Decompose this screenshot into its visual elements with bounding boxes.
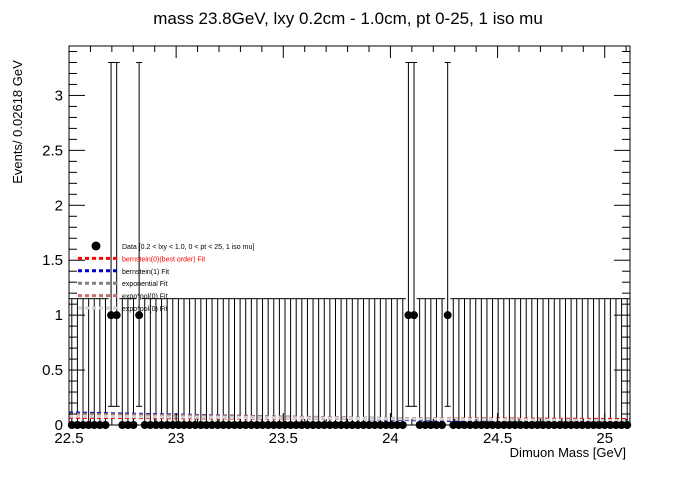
y-tick-label: 2	[55, 197, 63, 214]
x-axis-label: Dimuon Mass [GeV]	[510, 445, 626, 460]
legend-marker	[91, 241, 101, 251]
legend-label: bernstein(1) Fit	[122, 269, 169, 276]
y-tick-label: 0	[55, 417, 63, 434]
x-tick-label: 23	[168, 430, 185, 447]
legend: Data [0.2 < lxy < 1.0, 0 < pt < 25, 1 is…	[78, 241, 254, 313]
x-tick-label: 24.5	[483, 430, 512, 447]
data-point	[112, 311, 121, 320]
y-axis-label: Events/ 0.02618 GeV	[10, 60, 25, 184]
legend-label: bernstein(0)(best order) Fit	[122, 256, 205, 263]
data-point	[410, 311, 419, 320]
chart-title: mass 23.8GeV, lxy 0.2cm - 1.0cm, pt 0-25…	[153, 9, 543, 28]
legend-label: expo*pol(0) Fit	[122, 306, 168, 313]
x-tick-label: 23.5	[269, 430, 298, 447]
plot-frame	[68, 45, 631, 426]
fit-curve	[68, 414, 631, 423]
fit-curves-group	[68, 411, 631, 426]
x-tick-label: 25	[596, 430, 613, 447]
legend-label: Data [0.2 < lxy < 1.0, 0 < pt < 25, 1 is…	[122, 244, 254, 251]
y-tick-label: 2.5	[42, 142, 63, 159]
data-point	[443, 311, 452, 320]
error-bars-group	[68, 61, 631, 425]
data-points-group	[67, 311, 632, 429]
y-tick-label: 0.5	[42, 362, 63, 379]
y-tick-label: 1.5	[42, 252, 63, 269]
y-tick-label: 1	[55, 307, 63, 324]
data-point	[135, 311, 144, 320]
data-point	[404, 311, 413, 320]
legend-label: exponential Fit	[122, 281, 168, 288]
y-tick-label: 3	[55, 87, 63, 104]
x-tick-label: 22.5	[54, 430, 83, 447]
data-point	[107, 311, 116, 320]
x-tick-label: 24	[382, 430, 399, 447]
legend-label: expo*pol(0) Fit	[122, 294, 168, 301]
